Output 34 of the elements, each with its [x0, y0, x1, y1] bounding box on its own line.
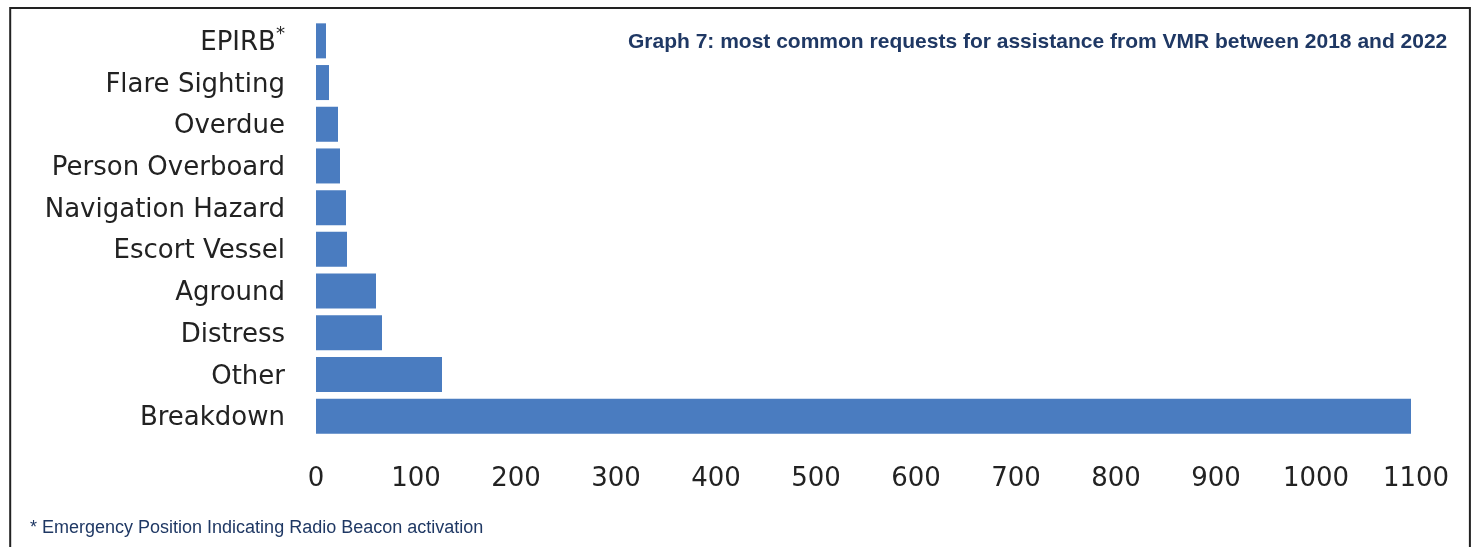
bar	[316, 106, 338, 142]
x-tick-label: 100	[391, 462, 441, 492]
y-tick-label: Navigation Hazard	[44, 192, 285, 223]
y-tick-label: Escort Vessel	[113, 234, 285, 265]
bar	[316, 65, 329, 101]
y-tick-label: Other	[211, 359, 286, 390]
x-tick-label: 800	[1091, 462, 1141, 492]
x-tick-label: 1000	[1282, 462, 1350, 492]
x-tick-label: 400	[691, 462, 741, 492]
y-tick-label: EPIRB$^{*}$	[200, 22, 285, 56]
x-tick-label: 500	[791, 462, 841, 492]
x-tick-label: 200	[491, 462, 541, 492]
bar	[316, 356, 442, 392]
bar	[316, 315, 382, 351]
bar	[316, 398, 1411, 434]
y-tick-label: Flare Sighting	[105, 67, 285, 98]
bar	[316, 273, 376, 309]
y-tick-label: Distress	[180, 317, 285, 348]
x-tick-label: 1100	[1382, 462, 1450, 492]
chart-title: Graph 7: most common requests for assistance from VMR between 2018 and 2022	[628, 29, 1448, 52]
x-tick-label: 300	[591, 462, 641, 492]
y-tick-label: Person Overboard	[51, 151, 285, 182]
bar	[316, 190, 346, 226]
bar	[316, 231, 347, 267]
bar	[316, 23, 326, 59]
x-tick-label: 600	[891, 462, 941, 492]
y-tick-label: Breakdown	[139, 401, 285, 432]
y-tick-label: Overdue	[173, 109, 285, 140]
x-tick-label: 700	[991, 462, 1041, 492]
x-tick-label: 900	[1191, 462, 1241, 492]
y-tick-label: Aground	[175, 276, 285, 307]
bar	[316, 148, 340, 184]
x-tick-label: 0	[307, 462, 325, 492]
text: * Emergency Position Indicating Radio Beacon activation	[30, 517, 484, 537]
